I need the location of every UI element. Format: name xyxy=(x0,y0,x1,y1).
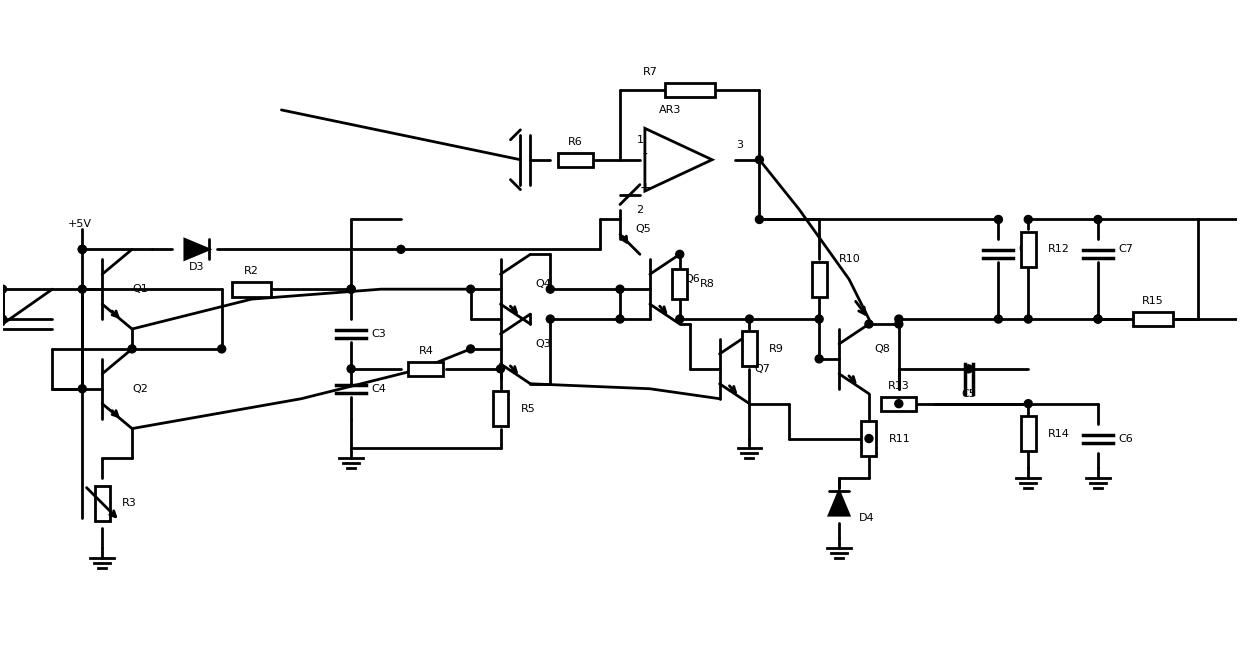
Circle shape xyxy=(866,320,873,328)
Bar xyxy=(558,153,593,167)
Text: +5V: +5V xyxy=(67,219,92,229)
Text: Q3: Q3 xyxy=(536,339,551,349)
Text: R7: R7 xyxy=(642,67,657,77)
Polygon shape xyxy=(830,492,849,515)
Text: Q4: Q4 xyxy=(536,279,552,289)
Circle shape xyxy=(397,245,405,253)
Bar xyxy=(408,362,443,376)
Text: R4: R4 xyxy=(418,346,433,356)
Circle shape xyxy=(965,365,972,373)
Circle shape xyxy=(496,365,505,373)
Text: R3: R3 xyxy=(122,498,136,508)
Text: C7: C7 xyxy=(1118,244,1133,254)
Circle shape xyxy=(78,245,87,253)
Text: AR3: AR3 xyxy=(658,105,681,115)
Text: D3: D3 xyxy=(188,262,205,272)
Circle shape xyxy=(466,345,475,353)
Bar xyxy=(882,397,916,411)
Polygon shape xyxy=(185,239,208,259)
Circle shape xyxy=(0,285,6,293)
Text: D4: D4 xyxy=(859,513,874,523)
Text: Q2: Q2 xyxy=(133,384,148,393)
Bar xyxy=(812,262,827,297)
Text: Q6: Q6 xyxy=(684,274,701,284)
Text: R15: R15 xyxy=(1142,296,1163,306)
Circle shape xyxy=(347,285,355,293)
Circle shape xyxy=(1024,315,1032,323)
Text: C6: C6 xyxy=(1118,434,1132,444)
Text: R6: R6 xyxy=(568,137,583,147)
Circle shape xyxy=(994,215,1002,223)
Circle shape xyxy=(994,315,1002,323)
Circle shape xyxy=(755,215,764,223)
Circle shape xyxy=(1094,315,1102,323)
Text: R8: R8 xyxy=(699,279,714,289)
Text: -: - xyxy=(642,148,647,161)
Circle shape xyxy=(547,285,554,293)
Text: Q5: Q5 xyxy=(635,225,651,235)
Text: Q7: Q7 xyxy=(754,364,770,374)
Circle shape xyxy=(78,385,87,393)
Text: 1: 1 xyxy=(636,135,644,145)
Circle shape xyxy=(676,250,683,258)
Circle shape xyxy=(0,315,6,323)
Bar xyxy=(665,83,714,97)
Circle shape xyxy=(815,355,823,363)
Circle shape xyxy=(218,345,226,353)
Circle shape xyxy=(1094,215,1102,223)
Text: C4: C4 xyxy=(371,384,386,393)
Text: R14: R14 xyxy=(1048,428,1070,438)
Text: C5: C5 xyxy=(961,389,976,399)
Text: R13: R13 xyxy=(888,381,910,391)
Bar xyxy=(94,486,109,521)
Bar xyxy=(1021,416,1035,451)
Bar xyxy=(862,421,877,456)
Circle shape xyxy=(1094,315,1102,323)
Bar xyxy=(1021,232,1035,267)
Text: Q1: Q1 xyxy=(133,284,148,294)
Text: Q8: Q8 xyxy=(874,344,890,354)
Circle shape xyxy=(547,315,554,323)
Circle shape xyxy=(128,345,136,353)
Bar xyxy=(672,270,687,299)
Circle shape xyxy=(1024,400,1032,408)
Text: C8: C8 xyxy=(1018,244,1033,254)
Bar xyxy=(742,331,756,366)
Circle shape xyxy=(895,315,903,323)
Text: R10: R10 xyxy=(839,254,861,264)
Text: +: + xyxy=(639,181,651,194)
Circle shape xyxy=(676,315,683,323)
Circle shape xyxy=(78,245,87,253)
Circle shape xyxy=(755,156,764,163)
Text: R5: R5 xyxy=(521,404,536,414)
Circle shape xyxy=(1024,215,1032,223)
Text: R12: R12 xyxy=(1048,244,1070,254)
Bar xyxy=(494,391,508,426)
Text: C3: C3 xyxy=(371,329,386,339)
Circle shape xyxy=(78,285,87,293)
Text: R9: R9 xyxy=(769,344,784,354)
Circle shape xyxy=(815,315,823,323)
Circle shape xyxy=(347,365,355,373)
Text: R11: R11 xyxy=(889,434,910,444)
Circle shape xyxy=(347,285,355,293)
Circle shape xyxy=(466,285,475,293)
Circle shape xyxy=(745,315,754,323)
Circle shape xyxy=(616,315,624,323)
Text: R2: R2 xyxy=(244,266,259,276)
Text: 2: 2 xyxy=(636,204,644,215)
Circle shape xyxy=(895,400,903,408)
Polygon shape xyxy=(645,129,712,191)
Circle shape xyxy=(895,320,903,328)
Bar xyxy=(232,281,272,297)
Circle shape xyxy=(866,434,873,443)
Circle shape xyxy=(616,285,624,293)
Bar xyxy=(1133,312,1173,326)
Text: 3: 3 xyxy=(737,140,743,150)
